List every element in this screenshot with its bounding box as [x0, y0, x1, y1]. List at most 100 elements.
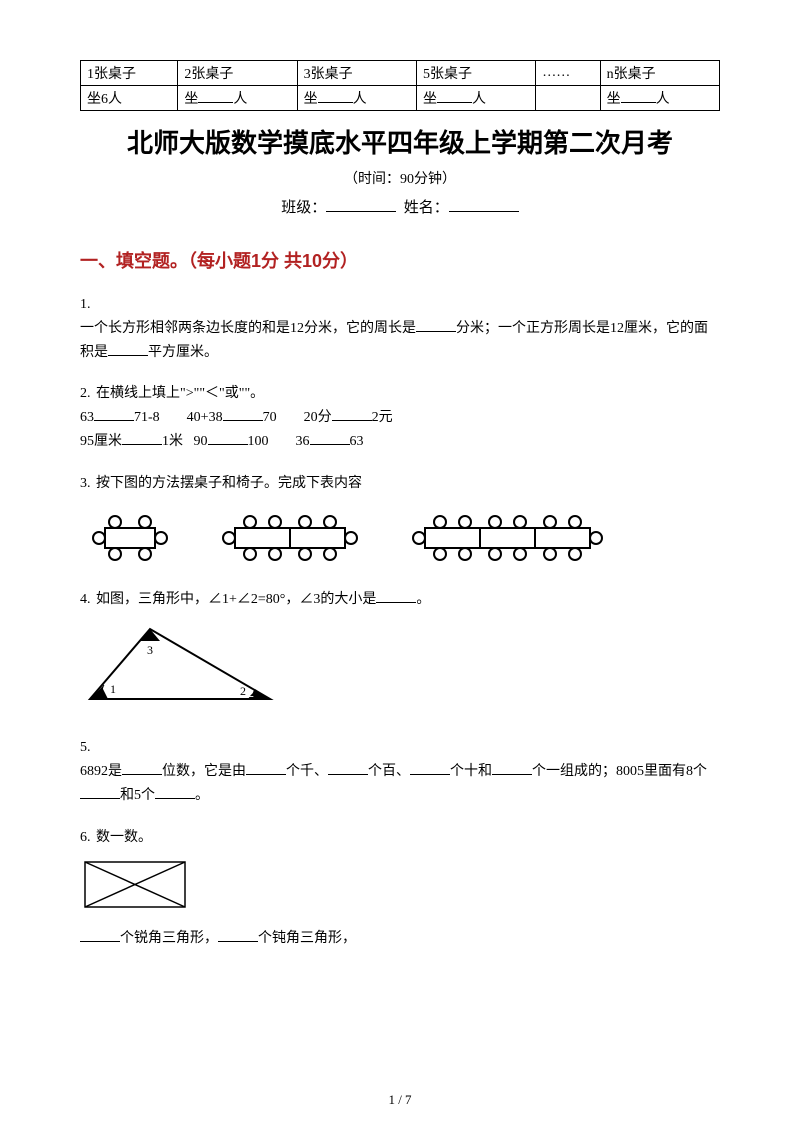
q5-d: 个百、 — [368, 764, 410, 779]
section-1-heading: 一、填空题。（每小题1分 共10分） — [80, 247, 720, 273]
name-label: 姓名： — [404, 200, 449, 216]
top-summary-table: 1张桌子 2张桌子 3张桌子 5张桌子 …… n张桌子 坐6人 坐人 坐人 坐人… — [80, 60, 720, 111]
cell-suf: 人 — [233, 92, 247, 107]
q5-num: 5. — [80, 740, 91, 755]
td-4: 坐人 — [416, 86, 535, 111]
blank — [416, 318, 456, 332]
td-5 — [536, 86, 600, 111]
q2-l1f: 2元 — [372, 410, 393, 425]
blank — [94, 407, 134, 421]
q5-g: 和5个 — [120, 788, 155, 803]
cell-pre: 坐 — [304, 92, 318, 107]
blank — [376, 589, 416, 603]
cell-pre: 坐 — [184, 92, 198, 107]
cell-suf: 人 — [656, 92, 670, 107]
blank — [122, 761, 162, 775]
tables-chairs-diagram — [80, 508, 720, 568]
question-6: 6. 数一数。 个锐角三角形， 个钝角三角形， — [80, 826, 720, 951]
svg-text:2: 2 — [248, 686, 254, 700]
q6-lead: 数一数。 — [96, 830, 152, 845]
class-label: 班级： — [281, 200, 326, 216]
q5-e: 个十和 — [450, 764, 492, 779]
blank — [122, 431, 162, 445]
q6-a: 个锐角三角形， — [120, 931, 218, 946]
blank — [223, 407, 263, 421]
q2-l2d: 100 — [248, 434, 269, 449]
q1-text-a: 一个长方形相邻两条边长度的和是12分米，它的周长是 — [80, 321, 416, 336]
q5-h: 。 — [195, 788, 209, 803]
td-6: 坐人 — [600, 86, 719, 111]
q4-text-b: 。 — [416, 592, 430, 607]
question-3: 3. 按下图的方法摆桌子和椅子。完成下表内容 — [80, 472, 720, 568]
th-5: …… — [536, 61, 600, 86]
q2-l1d: 70 — [263, 410, 277, 425]
exam-subtitle: （时间：90分钟） — [80, 168, 720, 188]
table-3-icon — [400, 508, 620, 568]
td-1: 坐6人 — [81, 86, 178, 111]
blank — [198, 89, 233, 103]
svg-text:3: 3 — [147, 643, 153, 657]
q2-l2f: 63 — [350, 434, 364, 449]
q2-l1b: 71-8 — [134, 410, 160, 425]
blank — [246, 761, 286, 775]
table-1-icon — [80, 508, 180, 568]
table-row: 1张桌子 2张桌子 3张桌子 5张桌子 …… n张桌子 — [81, 61, 720, 86]
question-2: 2. 在横线上填上">""＜"或""。 63 71-8 40+38 70 20分 2元… — [80, 382, 720, 453]
blank — [310, 431, 350, 445]
q1-num: 1. — [80, 297, 91, 312]
blank — [410, 761, 450, 775]
blank — [318, 89, 353, 103]
q5-b: 位数，它是由 — [162, 764, 246, 779]
cell-pre: 坐 — [607, 92, 621, 107]
th-2: 2张桌子 — [178, 61, 297, 86]
question-5: 5. 6892是位数，它是由个千、个百、个十和个一组成的；8005里面有8个和5… — [80, 736, 720, 807]
th-1: 1张桌子 — [81, 61, 178, 86]
blank — [437, 89, 472, 103]
blank — [492, 761, 532, 775]
q4-text-a: 如图，三角形中，∠1+∠2=80°，∠3的大小是 — [96, 592, 376, 607]
blank — [218, 928, 258, 942]
table-row: 坐6人 坐人 坐人 坐人 坐人 — [81, 86, 720, 111]
blank — [108, 342, 148, 356]
th-6: n张桌子 — [600, 61, 719, 86]
td-3: 坐人 — [297, 86, 416, 111]
blank — [80, 928, 120, 942]
blank — [328, 761, 368, 775]
th-3: 3张桌子 — [297, 61, 416, 86]
q2-l2b: 1米 — [162, 434, 183, 449]
q6-b: 个钝角三角形， — [258, 931, 356, 946]
q2-num: 2. — [80, 386, 91, 401]
q5-f: 个一组成的；8005里面有8个 — [532, 764, 707, 779]
q2-l1a: 63 — [80, 410, 94, 425]
q2-l2e: 36 — [296, 434, 310, 449]
question-1: 1. 一个长方形相邻两条边长度的和是12分米，它的周长是分米；一个正方形周长是1… — [80, 293, 720, 364]
q5-a: 6892是 — [80, 764, 122, 779]
cell-suf: 人 — [353, 92, 367, 107]
td-2: 坐人 — [178, 86, 297, 111]
blank — [332, 407, 372, 421]
blank — [80, 785, 120, 799]
q2-l2c: 90 — [194, 434, 208, 449]
svg-text:1: 1 — [110, 682, 116, 696]
cell-suf: 人 — [472, 92, 486, 107]
triangle-icon: 1 2 3 1 2 3 — [80, 619, 280, 709]
blank — [155, 785, 195, 799]
q2-l2a: 95厘米 — [80, 434, 122, 449]
blank — [208, 431, 248, 445]
q6-num: 6. — [80, 830, 91, 845]
q2-lead: 在横线上填上">""＜"或""。 — [96, 386, 264, 401]
blank — [621, 89, 656, 103]
th-4: 5张桌子 — [416, 61, 535, 86]
page-footer: 1 / 7 — [0, 1092, 800, 1108]
blank — [326, 198, 396, 212]
exam-title: 北师大版数学摸底水平四年级上学期第二次月考 — [80, 123, 720, 160]
question-4: 4. 如图，三角形中，∠1+∠2=80°，∠3的大小是。 1 2 3 1 2 3 — [80, 588, 720, 719]
q1-text-c: 平方厘米。 — [148, 345, 218, 360]
rectangle-diagonals-icon — [80, 857, 190, 912]
cell-pre: 坐 — [423, 92, 437, 107]
q2-l1e: 20分 — [304, 410, 332, 425]
table-2-icon — [210, 508, 370, 568]
svg-text:2: 2 — [240, 684, 246, 698]
q2-l1c: 40+38 — [187, 410, 223, 425]
blank — [449, 198, 519, 212]
